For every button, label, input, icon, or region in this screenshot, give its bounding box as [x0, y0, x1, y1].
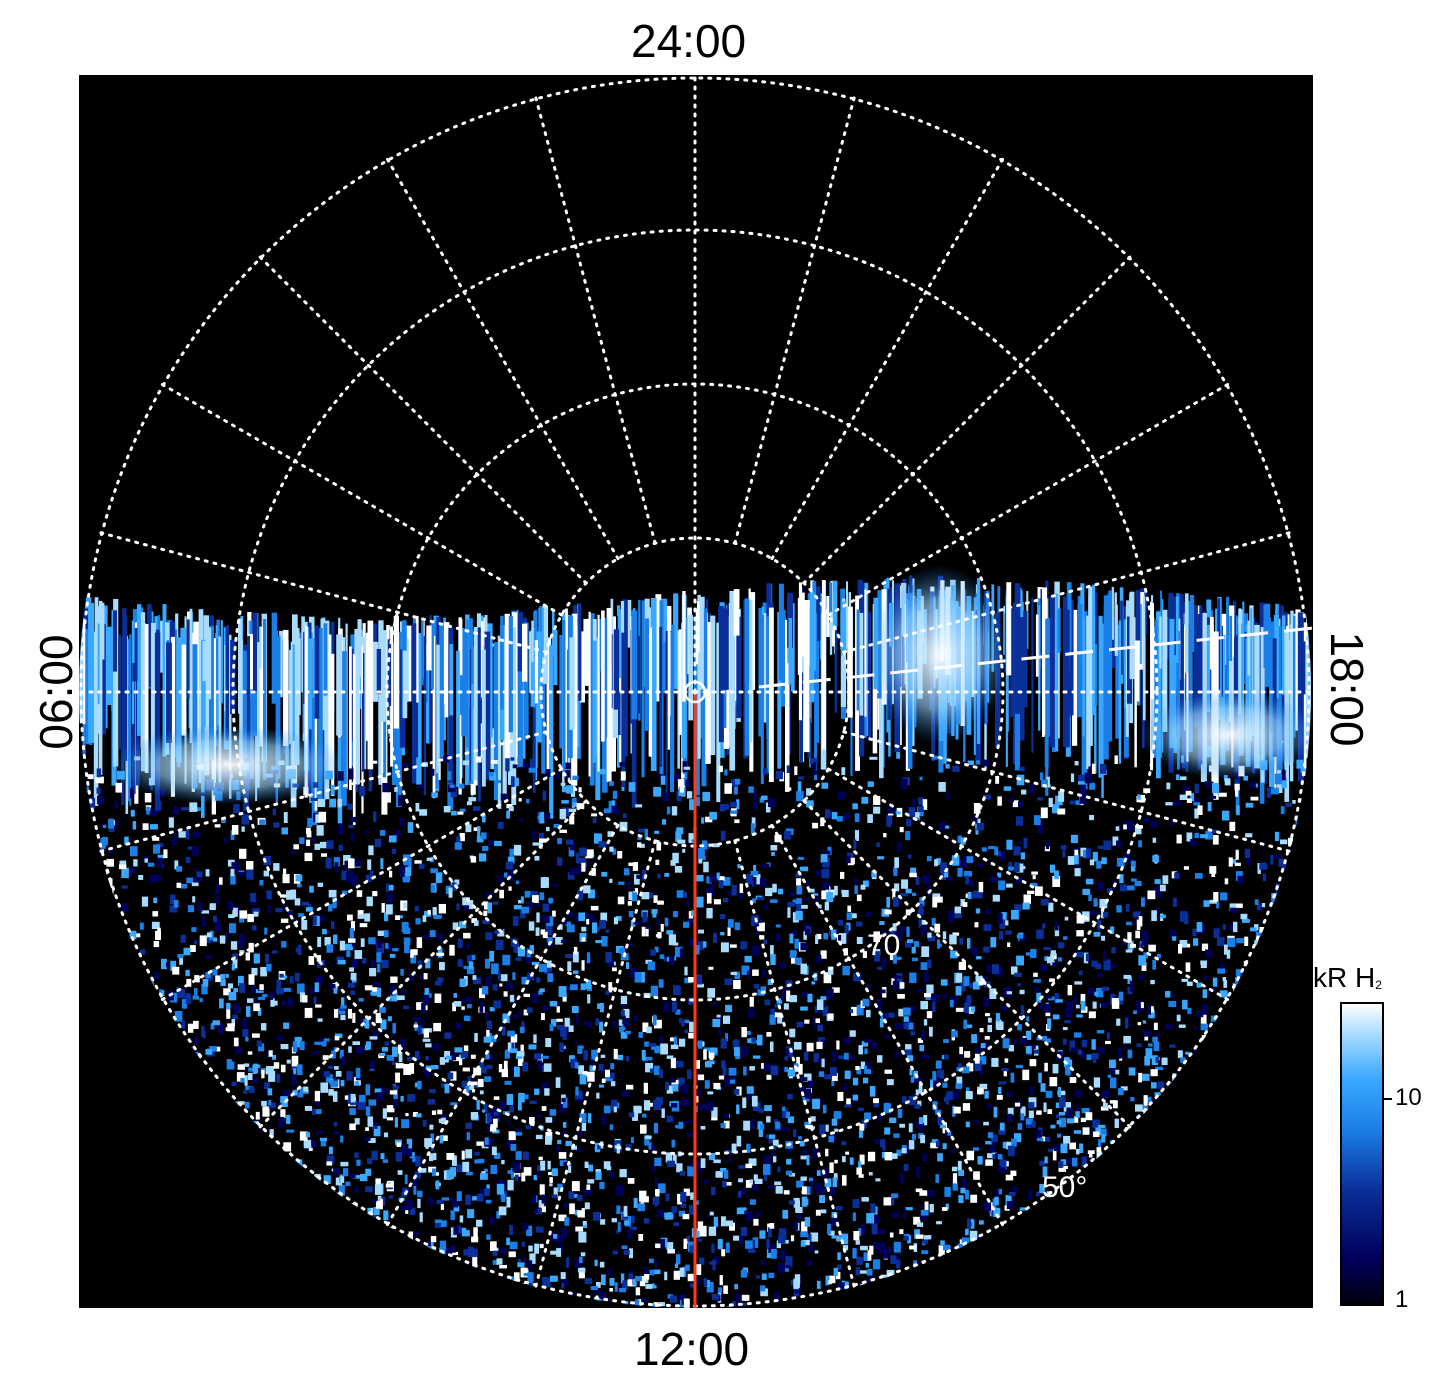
polar-map-svg: 70 50° — [79, 75, 1313, 1308]
local-time-label-dusk: 18:00 — [1321, 631, 1373, 747]
colorbar-tick-mark-10 — [1384, 1098, 1392, 1100]
pole-marker-dot — [692, 689, 698, 695]
colorbar — [1340, 1002, 1384, 1306]
latitude-label-50: 50° — [1042, 1171, 1087, 1204]
local-time-label-dawn: 06:00 — [30, 634, 82, 750]
colorbar-tick-1: 1 — [1395, 1286, 1409, 1313]
local-time-label-midnight: 24:00 — [631, 15, 747, 67]
colorbar-tick-10: 10 — [1395, 1084, 1422, 1111]
local-time-label-noon: 12:00 — [634, 1323, 750, 1375]
pole-marker-icon — [683, 680, 707, 704]
colorbar-title: kR H2 — [1313, 962, 1382, 994]
polar-auroral-map: 70 50° — [79, 75, 1313, 1308]
latitude-label-70: 70 — [867, 929, 900, 962]
bright-emission-regions — [109, 565, 1311, 805]
dashed-reference-line — [758, 626, 1313, 689]
colorbar-title-subscript: 2 — [1375, 978, 1382, 992]
colorbar-title-main: kR H — [1313, 962, 1376, 993]
